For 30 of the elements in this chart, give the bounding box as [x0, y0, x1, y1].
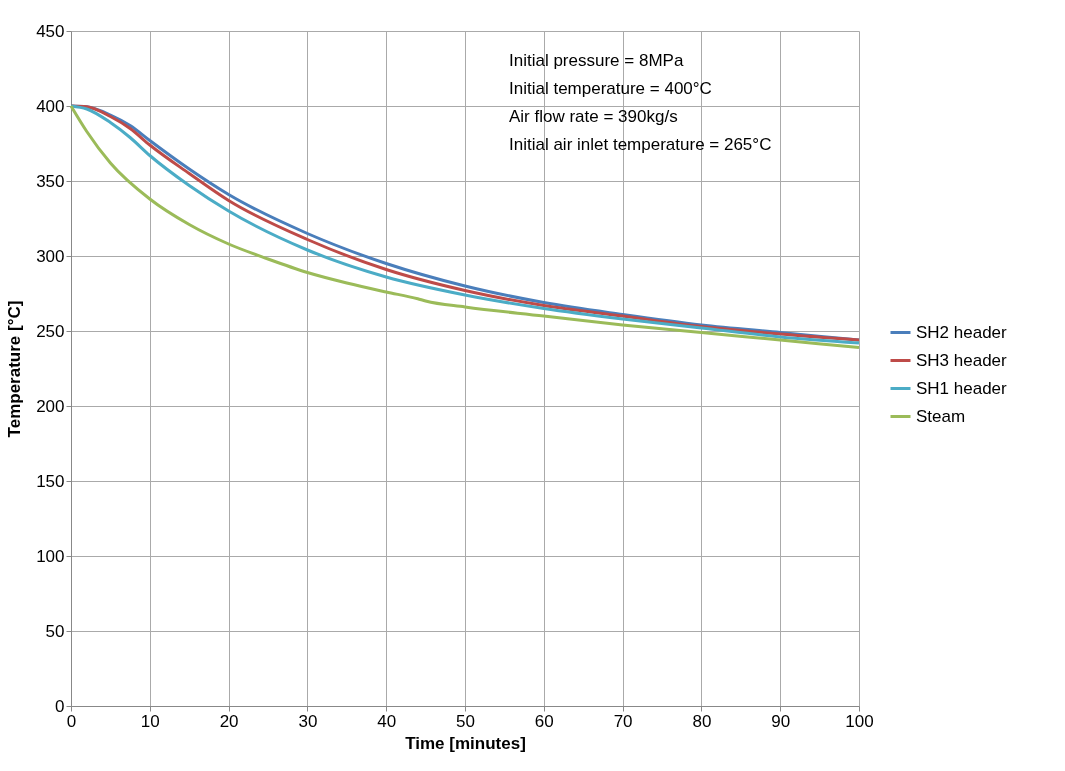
- x-tick-label: 40: [377, 711, 397, 731]
- x-tick-label: 20: [219, 711, 239, 731]
- y-axis-title: Temperature [°C]: [5, 300, 25, 438]
- x-tick-label: 80: [692, 711, 712, 731]
- y-tick-label: 300: [36, 246, 65, 266]
- legend-label: SH1 header: [916, 378, 1008, 398]
- x-tick-label: 60: [534, 711, 554, 731]
- x-axis-title: Time [minutes]: [405, 733, 526, 753]
- x-tick-label: 90: [771, 711, 791, 731]
- x-tick-label: 10: [140, 711, 160, 731]
- x-tick-label: 30: [298, 711, 318, 731]
- y-tick-label: 0: [55, 696, 65, 716]
- legend-label: SH3 header: [916, 350, 1008, 370]
- y-tick-label: 400: [36, 96, 65, 116]
- legend-label: SH2 header: [916, 322, 1008, 342]
- annotation: Initial temperature = 400°C: [509, 79, 712, 98]
- x-tick-label: 100: [845, 711, 874, 731]
- y-tick-label: 100: [36, 546, 65, 566]
- y-tick-label: 150: [36, 471, 65, 491]
- y-tick-label: 200: [36, 396, 65, 416]
- x-tick-label: 70: [613, 711, 633, 731]
- annotation: Initial pressure = 8MPa: [509, 51, 684, 70]
- x-tick-label: 50: [456, 711, 475, 731]
- y-tick-label: 50: [45, 621, 65, 641]
- annotation: Air flow rate = 390kg/s: [509, 107, 678, 126]
- y-tick-label: 250: [36, 321, 65, 341]
- y-tick-label: 350: [36, 171, 65, 191]
- y-tick-label: 450: [36, 21, 65, 41]
- annotation: Initial air inlet temperature = 265°C: [509, 135, 772, 154]
- legend-label: Steam: [916, 406, 966, 426]
